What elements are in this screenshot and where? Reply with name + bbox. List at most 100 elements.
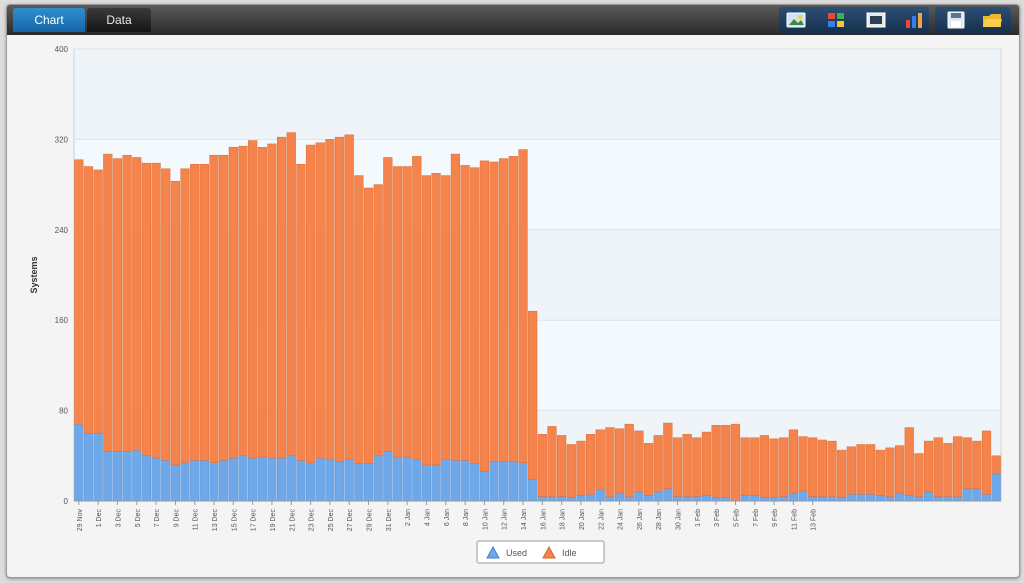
bar-idle bbox=[518, 149, 528, 463]
bar-used bbox=[296, 460, 306, 502]
x-tick-label: 8 Jan bbox=[463, 509, 470, 526]
tab-data[interactable]: Data bbox=[87, 8, 151, 32]
bar-used bbox=[518, 462, 528, 502]
tab-chart[interactable]: Chart bbox=[13, 8, 85, 32]
x-tick-label: 1 Dec bbox=[96, 509, 103, 528]
bar-idle bbox=[711, 425, 721, 498]
x-tick-label: 9 Dec bbox=[173, 509, 180, 528]
bar-used bbox=[219, 460, 229, 502]
bar-used bbox=[363, 463, 374, 502]
bar-idle bbox=[837, 449, 847, 498]
bar-used bbox=[392, 456, 403, 502]
y-tick-label: 80 bbox=[59, 407, 68, 416]
bar-used bbox=[779, 496, 789, 502]
bar-idle bbox=[209, 154, 219, 463]
save-icon[interactable] bbox=[945, 11, 967, 29]
bar-used bbox=[122, 451, 132, 502]
bar-idle bbox=[373, 184, 383, 457]
bar-used bbox=[412, 458, 422, 502]
bar-used bbox=[972, 488, 982, 502]
bar-idle bbox=[74, 159, 84, 425]
image-export-icon[interactable] bbox=[785, 11, 807, 29]
bar-used bbox=[808, 496, 818, 502]
bar-idle bbox=[856, 444, 866, 495]
bar-idle bbox=[962, 437, 972, 489]
x-tick-label: 1 Feb bbox=[695, 509, 702, 527]
x-tick-label: 2 Jan bbox=[405, 509, 412, 526]
bar-idle bbox=[528, 310, 538, 480]
bar-idle bbox=[972, 440, 982, 489]
bar-used bbox=[769, 497, 779, 502]
legend-idle-marker bbox=[542, 545, 556, 559]
bar-used bbox=[344, 458, 354, 502]
bar-idle bbox=[537, 434, 547, 497]
bar-idle bbox=[701, 431, 712, 496]
bar-used bbox=[334, 461, 345, 502]
bar-used bbox=[750, 495, 760, 502]
bar-idle bbox=[112, 158, 123, 452]
bar-idle bbox=[441, 175, 451, 460]
bar-used bbox=[161, 460, 171, 502]
bar-idle bbox=[634, 430, 644, 493]
bar-used bbox=[846, 493, 856, 502]
bar-used bbox=[837, 497, 847, 502]
x-tick-label: 5 Dec bbox=[135, 509, 142, 528]
fullscreen-icon[interactable] bbox=[865, 11, 887, 29]
bar-used bbox=[528, 479, 538, 502]
bar-used bbox=[895, 492, 905, 502]
bar-idle bbox=[779, 437, 789, 497]
bar-used bbox=[209, 462, 219, 502]
x-tick-label: 14 Jan bbox=[521, 509, 528, 530]
x-tick-label: 22 Jan bbox=[598, 509, 605, 530]
chart-window: Chart Data bbox=[6, 4, 1020, 578]
x-tick-label: 17 Dec bbox=[251, 509, 258, 532]
bar-idle bbox=[586, 434, 596, 495]
bar-idle bbox=[450, 153, 461, 461]
bar-used bbox=[537, 496, 547, 502]
bar-used bbox=[74, 423, 84, 502]
bar-chart-icon[interactable] bbox=[903, 11, 925, 29]
bar-idle bbox=[93, 169, 103, 434]
bar-used bbox=[228, 457, 238, 502]
bar-idle bbox=[499, 158, 509, 462]
bar-used bbox=[248, 457, 258, 502]
bar-used bbox=[238, 455, 248, 502]
bar-used bbox=[141, 455, 152, 502]
y-tick-label: 240 bbox=[55, 226, 69, 235]
open-folder-icon[interactable] bbox=[981, 11, 1003, 29]
bar-used bbox=[557, 496, 567, 502]
top-bar: Chart Data bbox=[7, 5, 1019, 35]
bar-used bbox=[981, 493, 992, 502]
bar-used bbox=[112, 451, 123, 502]
chart-palette-icon[interactable] bbox=[825, 11, 847, 29]
bar-used bbox=[952, 496, 963, 502]
bar-used bbox=[170, 464, 180, 502]
x-axis: 29 Nov 1 Dec 3 Dec 5 Dec 7 Dec 9 Dec 11 Dec 13 … bbox=[74, 500, 1001, 532]
bar-used bbox=[866, 493, 876, 502]
x-tick-label: 29 Dec bbox=[367, 509, 374, 532]
bar-used bbox=[257, 456, 267, 502]
bar-used bbox=[943, 496, 953, 502]
y-tick-label: 400 bbox=[55, 45, 69, 54]
x-tick-label: 31 Dec bbox=[386, 509, 393, 532]
bar-used bbox=[682, 496, 692, 502]
legend-used-marker bbox=[486, 545, 500, 559]
bar-idle bbox=[257, 147, 267, 458]
bar-used bbox=[663, 488, 673, 502]
x-tick-label: 18 Jan bbox=[560, 509, 567, 530]
bar-idle bbox=[392, 166, 403, 458]
bar-idle bbox=[470, 167, 480, 464]
bar-idle bbox=[334, 136, 345, 462]
bar-idle bbox=[730, 423, 741, 502]
bar-idle bbox=[180, 168, 190, 463]
bar-idle bbox=[286, 132, 296, 457]
bar-idle bbox=[325, 139, 335, 460]
bar-idle bbox=[914, 453, 924, 497]
bar-idle bbox=[83, 166, 94, 434]
bar-idle bbox=[643, 443, 654, 496]
bar-used bbox=[827, 496, 837, 502]
bar-used bbox=[499, 461, 509, 502]
x-tick-label: 27 Dec bbox=[347, 509, 354, 532]
x-tick-label: 20 Jan bbox=[579, 509, 586, 530]
chart-toolbar bbox=[779, 7, 929, 33]
